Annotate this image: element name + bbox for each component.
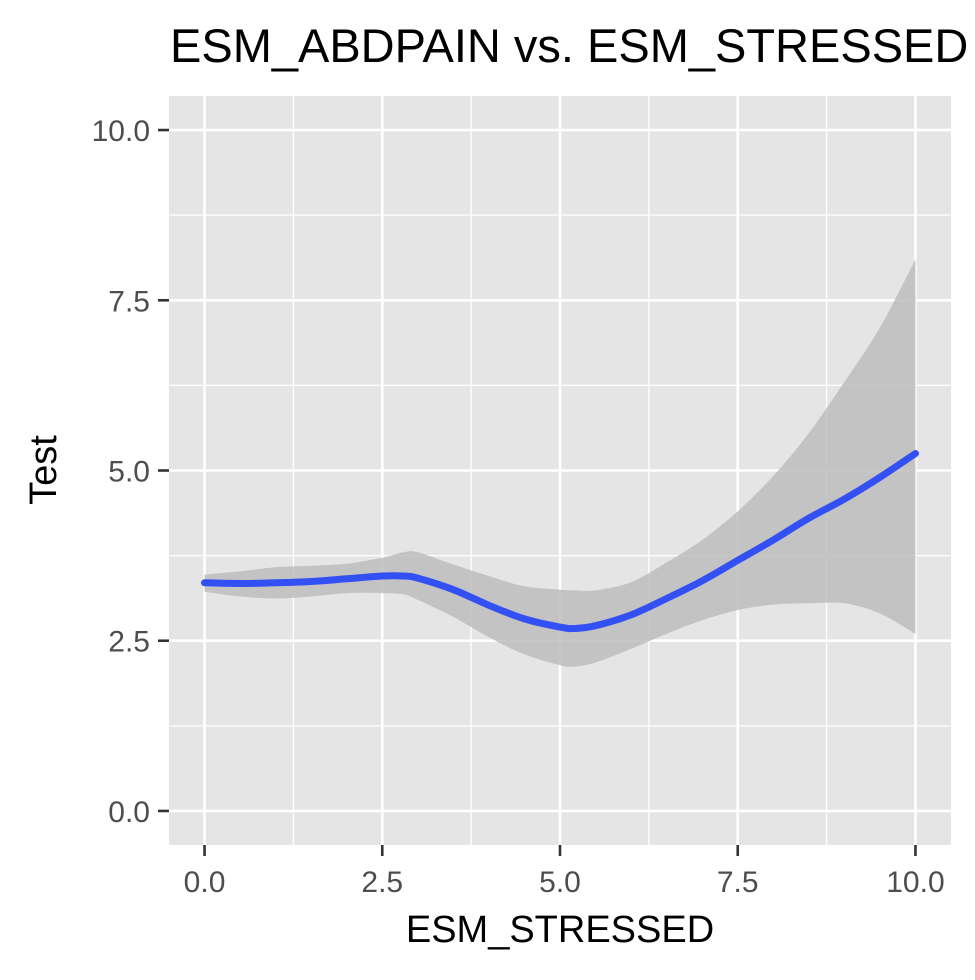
confidence-band <box>204 259 916 667</box>
x-tick-label: 2.5 <box>361 866 403 899</box>
x-tick-label: 10.0 <box>886 866 944 899</box>
y-tick-label: 0.0 <box>108 796 150 829</box>
y-tick-label: 10.0 <box>92 115 150 148</box>
y-tick-label: 5.0 <box>108 456 150 489</box>
x-tick-label: 7.5 <box>717 866 759 899</box>
x-tick-label: 5.0 <box>539 866 581 899</box>
x-tick-label: 0.0 <box>184 866 226 899</box>
x-axis-label: ESM_STRESSED <box>406 909 714 951</box>
chart-title: ESM_ABDPAIN vs. ESM_STRESSED <box>170 19 968 72</box>
x-axis: 0.0 2.5 5.0 7.5 10.0 <box>184 845 945 899</box>
y-tick-label: 2.5 <box>108 626 150 659</box>
y-tick-label: 7.5 <box>108 285 150 318</box>
smooth-line <box>201 450 919 633</box>
y-axis: 0.0 2.5 5.0 7.5 10.0 <box>92 115 169 829</box>
y-axis-label: Test <box>23 435 65 505</box>
